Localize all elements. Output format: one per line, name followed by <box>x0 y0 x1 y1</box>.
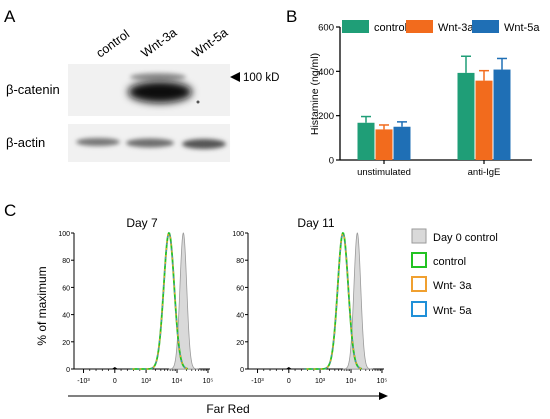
band-beta-catenin-wnt3a-upper <box>130 73 186 81</box>
legend-label: Wnt-5a <box>504 22 540 34</box>
histogram-subplot: Day 7 0 20 40 60 80 100 -10³ 0 10³ 10⁴ 10⁵ <box>58 216 213 385</box>
hist-y-tick-label: 0 <box>240 367 244 374</box>
hist-zero-events <box>111 367 118 369</box>
hist-y-tick-label: 20 <box>236 340 244 347</box>
legend-label: Wnt-3a <box>438 22 474 34</box>
bar-wnt-3a <box>375 129 393 160</box>
band-beta-actin-wnt5a <box>182 139 226 149</box>
hist-zero-events <box>285 367 292 369</box>
hist-y-tick-label: 0 <box>66 367 70 374</box>
band-beta-actin-wnt3a <box>126 138 174 148</box>
bar-y-axis-label: Histamine (ng/ml) <box>309 53 321 135</box>
bar-series <box>357 55 511 160</box>
hist-x-tick-label: 0 <box>287 378 291 385</box>
legend-swatch-wnt--3a <box>411 276 427 292</box>
legend-label: control <box>433 256 466 268</box>
panel-c: C % of maximum Day 7 0 20 40 60 80 100 -10³ 0 10³… <box>4 201 498 416</box>
bar-axes: 0 200 400 600 unstimulated anti-IgE <box>318 23 532 178</box>
histogram-day0-control <box>168 232 200 370</box>
legend-swatch-day-0-control <box>411 228 427 244</box>
hist-y-tick-label: 80 <box>62 258 70 265</box>
lane-label-control: control <box>94 27 133 60</box>
bar-control <box>357 122 375 160</box>
blot-speck <box>196 100 200 104</box>
panel-a-letter: A <box>4 7 16 26</box>
legend-label: control <box>374 22 407 34</box>
marker-arrow-icon <box>230 72 240 82</box>
legend-label: Wnt- 3a <box>433 280 472 292</box>
hist-x-tick-label: 0 <box>113 378 117 385</box>
hist-x-tick-label: 10⁴ <box>172 378 183 385</box>
hist-x-tick-label: -10³ <box>251 378 264 385</box>
bar-y-tick-label: 400 <box>318 67 334 78</box>
bar-wnt-5a <box>393 126 411 160</box>
hist-y-axis-label: % of maximum <box>35 266 49 345</box>
hist-y-tick-label: 80 <box>236 258 244 265</box>
panel-b: B Histamine (ng/ml) control Wnt-3a Wnt-5a … <box>286 7 540 178</box>
legend-swatch-control <box>342 20 369 33</box>
hist-y-tick-label: 100 <box>232 231 244 238</box>
hist-y-tick-label: 60 <box>62 285 70 292</box>
hist-y-tick-label: 20 <box>62 340 70 347</box>
histogram-wnt-3a <box>304 232 362 370</box>
x-axis-arrow-icon <box>379 392 388 400</box>
row-label-beta-catenin: β-catenin <box>6 82 60 97</box>
hist-x-tick-label: 10⁵ <box>377 378 388 385</box>
hist-x-tick-label: 10³ <box>141 378 152 385</box>
lane-label-wnt5a: Wnt-5a <box>190 25 231 60</box>
band-beta-catenin-wnt3a <box>128 81 192 103</box>
legend-swatch-wnt-3a <box>406 20 433 33</box>
bar-y-tick-label: 0 <box>329 156 334 167</box>
panel-b-letter: B <box>286 7 297 26</box>
hist-y-tick-label: 100 <box>58 231 70 238</box>
hist-y-tick-label: 40 <box>62 313 70 320</box>
subplot-title: Day 11 <box>297 216 334 230</box>
bar-control <box>457 72 475 160</box>
bar-y-tick-label: 600 <box>318 23 334 34</box>
hist-x-tick-label: -10³ <box>77 378 90 385</box>
histogram-wnt-3a <box>130 232 188 370</box>
bar-wnt-5a <box>493 69 511 160</box>
hist-y-tick-label: 60 <box>236 285 244 292</box>
lane-label-wnt3a: Wnt-3a <box>139 25 180 60</box>
histogram-plots: Day 7 0 20 40 60 80 100 -10³ 0 10³ 10⁴ 10⁵ Day 11 0 20… <box>58 216 387 385</box>
band-beta-actin-control <box>76 138 120 146</box>
panel-c-letter: C <box>4 201 16 220</box>
bar-y-tick-label: 200 <box>318 111 334 122</box>
hist-x-tick-label: 10⁵ <box>203 378 214 385</box>
bar-x-tick-label: anti-IgE <box>468 167 501 178</box>
marker-label: 100 kD <box>243 72 279 84</box>
hist-x-tick-label: 10⁴ <box>346 378 357 385</box>
subplot-title: Day 7 <box>126 216 158 230</box>
legend-swatch-wnt-5a <box>472 20 499 33</box>
panel-a: A control Wnt-3a Wnt-5a β-catenin β-acti… <box>4 7 279 162</box>
legend-swatch-control <box>411 252 427 268</box>
hist-x-tick-label: 10³ <box>315 378 326 385</box>
bar-legend: control Wnt-3a Wnt-5a <box>342 20 540 34</box>
bar-wnt-3a <box>475 80 493 160</box>
histogram-legend: Day 0 control control Wnt- 3a Wnt- 5a <box>411 228 498 317</box>
histogram-day0-control <box>342 232 374 370</box>
histogram-subplot: Day 11 0 20 40 60 80 100 -10³ 0 10³ 10⁴ 10⁵ <box>232 216 387 385</box>
legend-swatch-wnt--5a <box>411 301 427 317</box>
legend-label: Day 0 control <box>433 232 498 244</box>
bar-x-tick-label: unstimulated <box>357 167 411 178</box>
row-label-beta-actin: β-actin <box>6 135 45 150</box>
hist-x-axis-label: Far Red <box>206 402 249 416</box>
hist-y-tick-label: 40 <box>236 313 244 320</box>
legend-label: Wnt- 5a <box>433 305 472 317</box>
